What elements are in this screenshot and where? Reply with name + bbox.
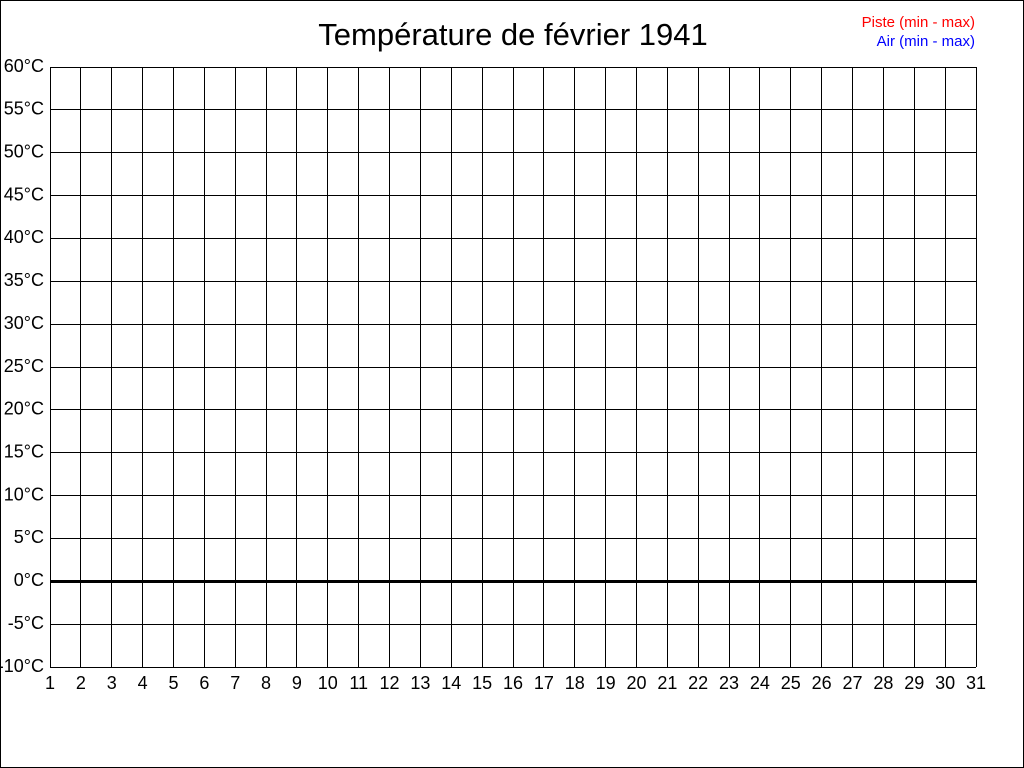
svg-text:-10°C: -10°C bbox=[1, 656, 44, 676]
svg-text:16: 16 bbox=[503, 673, 523, 693]
svg-text:9: 9 bbox=[292, 673, 302, 693]
svg-text:27: 27 bbox=[843, 673, 863, 693]
svg-text:50°C: 50°C bbox=[4, 141, 44, 161]
svg-text:5: 5 bbox=[168, 673, 178, 693]
svg-text:30°C: 30°C bbox=[4, 313, 44, 333]
svg-text:20°C: 20°C bbox=[4, 399, 44, 419]
svg-text:4: 4 bbox=[138, 673, 148, 693]
svg-text:21: 21 bbox=[657, 673, 677, 693]
svg-text:12: 12 bbox=[380, 673, 400, 693]
svg-text:18: 18 bbox=[565, 673, 585, 693]
svg-text:55°C: 55°C bbox=[4, 99, 44, 119]
svg-text:25: 25 bbox=[781, 673, 801, 693]
svg-text:40°C: 40°C bbox=[4, 227, 44, 247]
svg-text:10: 10 bbox=[318, 673, 338, 693]
svg-text:30: 30 bbox=[935, 673, 955, 693]
svg-text:5°C: 5°C bbox=[14, 527, 44, 547]
svg-text:6: 6 bbox=[199, 673, 209, 693]
svg-text:24: 24 bbox=[750, 673, 770, 693]
svg-text:60°C: 60°C bbox=[4, 56, 44, 76]
svg-text:8: 8 bbox=[261, 673, 271, 693]
svg-text:1: 1 bbox=[45, 673, 55, 693]
svg-text:35°C: 35°C bbox=[4, 270, 44, 290]
svg-text:45°C: 45°C bbox=[4, 184, 44, 204]
svg-text:22: 22 bbox=[688, 673, 708, 693]
svg-text:3: 3 bbox=[107, 673, 117, 693]
svg-text:20: 20 bbox=[626, 673, 646, 693]
svg-text:7: 7 bbox=[230, 673, 240, 693]
svg-text:23: 23 bbox=[719, 673, 739, 693]
svg-text:15: 15 bbox=[472, 673, 492, 693]
svg-text:25°C: 25°C bbox=[4, 356, 44, 376]
svg-text:17: 17 bbox=[534, 673, 554, 693]
svg-text:19: 19 bbox=[596, 673, 616, 693]
svg-text:14: 14 bbox=[441, 673, 461, 693]
svg-text:10°C: 10°C bbox=[4, 484, 44, 504]
svg-text:28: 28 bbox=[873, 673, 893, 693]
svg-text:2: 2 bbox=[76, 673, 86, 693]
svg-text:13: 13 bbox=[410, 673, 430, 693]
svg-text:15°C: 15°C bbox=[4, 441, 44, 461]
svg-text:29: 29 bbox=[904, 673, 924, 693]
svg-text:-5°C: -5°C bbox=[8, 613, 44, 633]
svg-text:26: 26 bbox=[812, 673, 832, 693]
svg-text:31: 31 bbox=[966, 673, 986, 693]
svg-text:11: 11 bbox=[349, 673, 368, 693]
svg-text:0°C: 0°C bbox=[14, 570, 44, 590]
